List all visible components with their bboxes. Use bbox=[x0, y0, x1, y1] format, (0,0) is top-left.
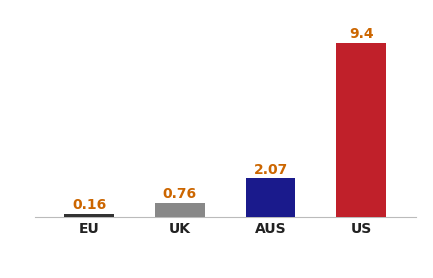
Text: 2.07: 2.07 bbox=[253, 163, 288, 177]
Bar bbox=[246, 178, 295, 217]
Bar bbox=[155, 203, 205, 217]
Text: 0.76: 0.76 bbox=[163, 187, 197, 201]
Bar bbox=[64, 214, 114, 217]
Text: 9.4: 9.4 bbox=[349, 27, 374, 41]
Text: Average sqf of available space per person³: Average sqf of available space per perso… bbox=[48, 245, 385, 259]
Bar bbox=[336, 43, 386, 217]
Text: 0.16: 0.16 bbox=[72, 198, 106, 212]
